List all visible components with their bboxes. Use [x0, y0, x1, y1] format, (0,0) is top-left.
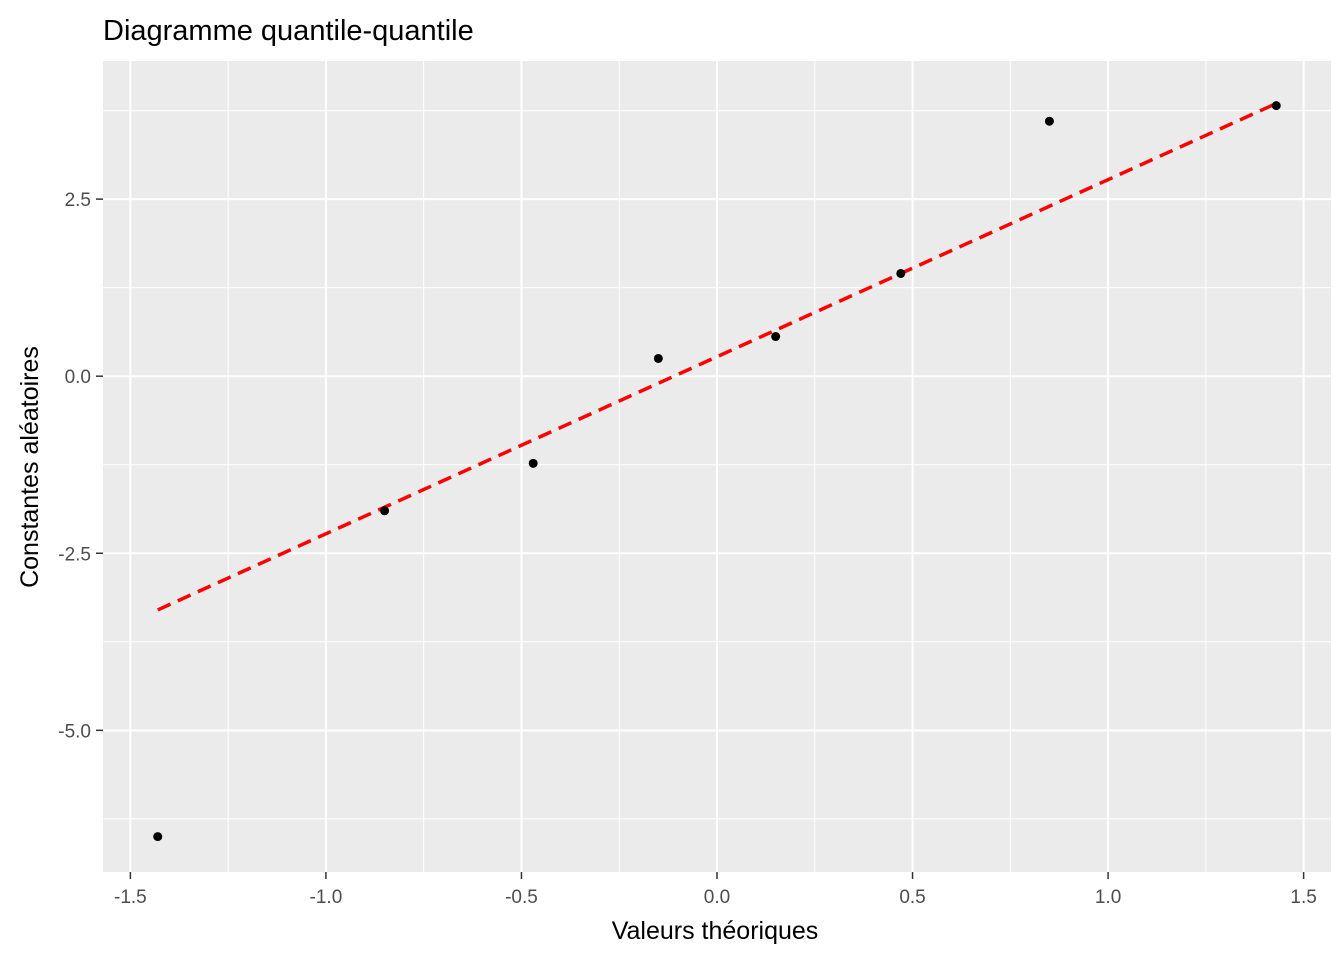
x-axis-title: Valeurs théoriques — [612, 917, 819, 945]
data-points — [153, 101, 1281, 842]
data-point — [896, 268, 906, 278]
y-tick-label: -2.5 — [58, 544, 91, 565]
major-gridlines — [103, 61, 1331, 872]
y-axis-title: Constantes aléatoires — [16, 346, 44, 588]
y-tick-label: 0.0 — [65, 367, 91, 388]
data-point — [1271, 101, 1281, 111]
data-point — [380, 506, 390, 516]
x-tick-label: 0.5 — [899, 887, 925, 908]
data-point — [1044, 116, 1054, 126]
x-tick-label: -1.5 — [114, 887, 147, 908]
y-tick-label: -5.0 — [58, 721, 91, 742]
x-tick-label: 0.0 — [704, 887, 730, 908]
reference-line-group — [157, 101, 1277, 612]
x-tick-label: -0.5 — [505, 887, 538, 908]
y-tick-label: 2.5 — [65, 190, 91, 211]
chart-title: Diagramme quantile-quantile — [103, 15, 474, 47]
y-axis: -5.0 -2.5 0.0 2.5 — [58, 190, 103, 742]
data-point — [528, 458, 538, 468]
x-tick-label: 1.5 — [1290, 887, 1316, 908]
x-axis: -1.5 -1.0 -0.5 0.0 0.5 1.0 1.5 — [114, 872, 1317, 908]
reference-line — [157, 101, 1277, 612]
x-tick-label: -1.0 — [310, 887, 343, 908]
x-tick-label: 1.0 — [1095, 887, 1121, 908]
data-point — [771, 332, 781, 342]
data-point — [153, 832, 163, 842]
data-point — [653, 353, 663, 363]
